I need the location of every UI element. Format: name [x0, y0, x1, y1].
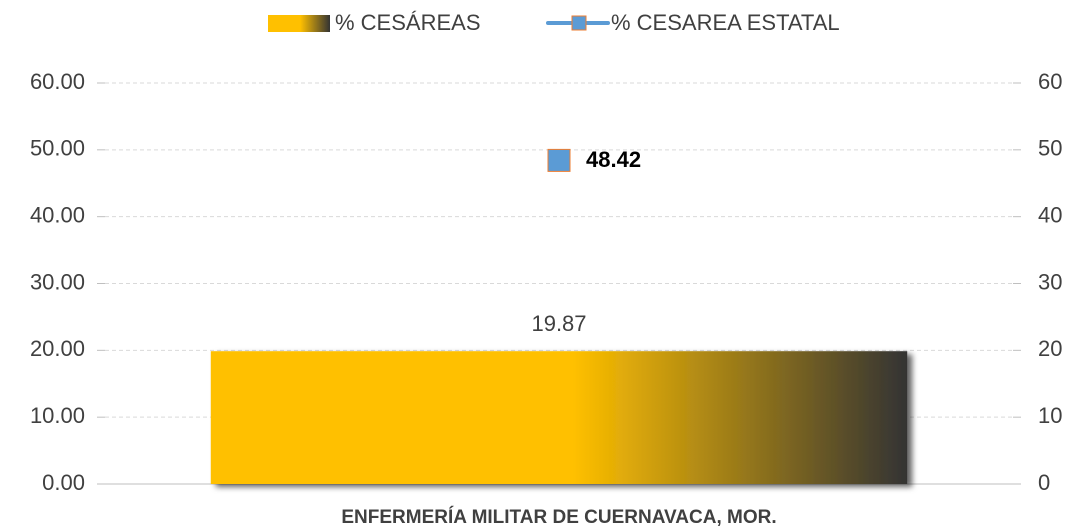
y2-tick-label: 10	[1038, 403, 1062, 428]
y2-tick-label: 50	[1038, 136, 1062, 161]
y-tick-label: 0.00	[42, 470, 85, 495]
y2-tick-label: 60	[1038, 69, 1062, 94]
x-tick-label: ENFERMERÍA MILITAR DE CUERNAVACA, MOR.	[341, 506, 776, 528]
y-tick-label: 50.00	[30, 136, 85, 161]
legend-swatch	[268, 15, 330, 32]
legend-marker	[571, 15, 587, 31]
y2-tick-label: 20	[1038, 336, 1062, 361]
y-tick-label: 40.00	[30, 202, 85, 227]
y-tick-label: 30.00	[30, 269, 85, 294]
y-tick-label: 10.00	[30, 403, 85, 428]
line-marker	[547, 148, 571, 172]
y-tick-label: 60.00	[30, 69, 85, 94]
y-tick-label: 20.00	[30, 336, 85, 361]
y2-tick-label: 30	[1038, 269, 1062, 294]
y2-tick-label: 0	[1038, 470, 1050, 495]
bar	[210, 351, 908, 484]
data-label: 19.87	[531, 311, 586, 336]
legend-label: % CESÁREAS	[335, 10, 481, 35]
data-label: 48.42	[586, 147, 641, 172]
legend-label: % CESAREA ESTATAL	[611, 10, 840, 35]
y2-tick-label: 40	[1038, 202, 1062, 227]
